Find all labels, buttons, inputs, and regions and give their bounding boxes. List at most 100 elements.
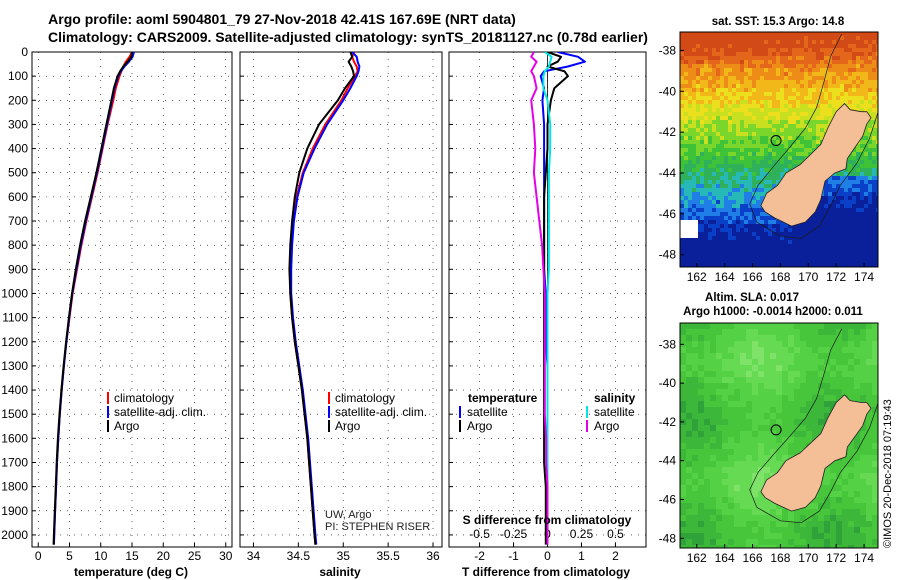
- sst-cell: [768, 80, 772, 84]
- sla-cell: [710, 401, 716, 407]
- sst-cell: [764, 156, 768, 160]
- sst-cell: [692, 104, 696, 108]
- sst-cell: [824, 92, 828, 96]
- sst-cell: [800, 160, 804, 164]
- sst-cell: [724, 260, 728, 264]
- sst-cell: [868, 120, 872, 124]
- sst-cell: [764, 92, 768, 96]
- sla-cell: [686, 347, 692, 353]
- sla-cell: [770, 509, 776, 515]
- sla-cell: [854, 389, 860, 395]
- sla-cell: [872, 323, 878, 329]
- sla-cell: [836, 383, 842, 389]
- sst-cell: [876, 156, 878, 160]
- sla-cell: [812, 365, 818, 371]
- sst-cell: [784, 92, 788, 96]
- sst-cell: [696, 68, 700, 72]
- sst-cell: [716, 128, 720, 132]
- sst-cell: [864, 140, 868, 144]
- sst-cell: [720, 60, 724, 64]
- sst-cell: [708, 32, 712, 36]
- sst-cell: [852, 36, 856, 40]
- sst-cell: [836, 252, 840, 256]
- sst-cell: [836, 236, 840, 240]
- sla-cell: [746, 413, 752, 419]
- sst-cell: [760, 84, 764, 88]
- sst-cell: [700, 176, 704, 180]
- sla-cell: [692, 485, 698, 491]
- sst-cell: [808, 132, 812, 136]
- sst-cell: [740, 80, 744, 84]
- sst-cell: [848, 180, 852, 184]
- sst-cell: [760, 160, 764, 164]
- sst-cell: [688, 144, 692, 148]
- sla-cell: [680, 521, 686, 527]
- sla-cell: [800, 365, 806, 371]
- sla-cell: [680, 479, 686, 485]
- sst-cell: [696, 132, 700, 136]
- sst-cell: [804, 64, 808, 68]
- sst-cell: [772, 176, 776, 180]
- sst-cell: [768, 168, 772, 172]
- sla-cell: [698, 341, 704, 347]
- sla-cell: [740, 533, 746, 539]
- sst-cell: [704, 232, 708, 236]
- sla-cell: [854, 491, 860, 497]
- sla-cell: [842, 503, 848, 509]
- sst-cell: [772, 180, 776, 184]
- sst-cell: [772, 144, 776, 148]
- sla-cell: [812, 425, 818, 431]
- sst-cell: [688, 180, 692, 184]
- sla-cell: [776, 509, 782, 515]
- sst-cell: [756, 144, 760, 148]
- sst-cell: [708, 232, 712, 236]
- sst-cell: [848, 248, 852, 252]
- sst-cell: [704, 124, 708, 128]
- sst-cell: [700, 244, 704, 248]
- sla-cell: [860, 521, 866, 527]
- sst-cell: [732, 32, 736, 36]
- sst-cell: [832, 60, 836, 64]
- sst-cell: [728, 144, 732, 148]
- sla-cell: [806, 353, 812, 359]
- sla-cell: [812, 341, 818, 347]
- sst-cell: [760, 100, 764, 104]
- sst-cell: [852, 100, 856, 104]
- sst-cell: [752, 248, 756, 252]
- sst-cell: [748, 140, 752, 144]
- sla-cell: [740, 335, 746, 341]
- sst-cell: [840, 248, 844, 252]
- sst-cell: [732, 264, 736, 267]
- sst-cell: [740, 156, 744, 160]
- sst-cell: [776, 92, 780, 96]
- sla-cell: [872, 545, 878, 548]
- sst-cell: [876, 248, 878, 252]
- sla-cell: [860, 347, 866, 353]
- sst-cell: [780, 108, 784, 112]
- sst-cell: [732, 80, 736, 84]
- sla-cell: [680, 545, 686, 548]
- sla-cell: [842, 371, 848, 377]
- sst-cell: [760, 72, 764, 76]
- depth-tick-label: 1400: [1, 383, 28, 397]
- sst-cell: [816, 220, 820, 224]
- sst-cell: [748, 108, 752, 112]
- sst-cell: [724, 248, 728, 252]
- sla-cell: [866, 377, 872, 383]
- sst-cell: [852, 148, 856, 152]
- sla-cell: [740, 359, 746, 365]
- sst-cell: [752, 124, 756, 128]
- sst-cell: [728, 220, 732, 224]
- sst-cell: [764, 216, 768, 220]
- sst-cell: [872, 40, 876, 44]
- sst-cell: [860, 36, 864, 40]
- sla-cell: [806, 359, 812, 365]
- sst-cell: [816, 264, 820, 267]
- series-line-satellite-adj-clim-: [52, 52, 135, 545]
- sst-cell: [752, 232, 756, 236]
- imos-credit: ©IMOS 20-Dec-2018 07:19:43: [882, 399, 894, 548]
- sst-cell: [792, 100, 796, 104]
- sst-cell: [748, 88, 752, 92]
- sst-cell: [756, 264, 760, 267]
- sla-cell: [716, 449, 722, 455]
